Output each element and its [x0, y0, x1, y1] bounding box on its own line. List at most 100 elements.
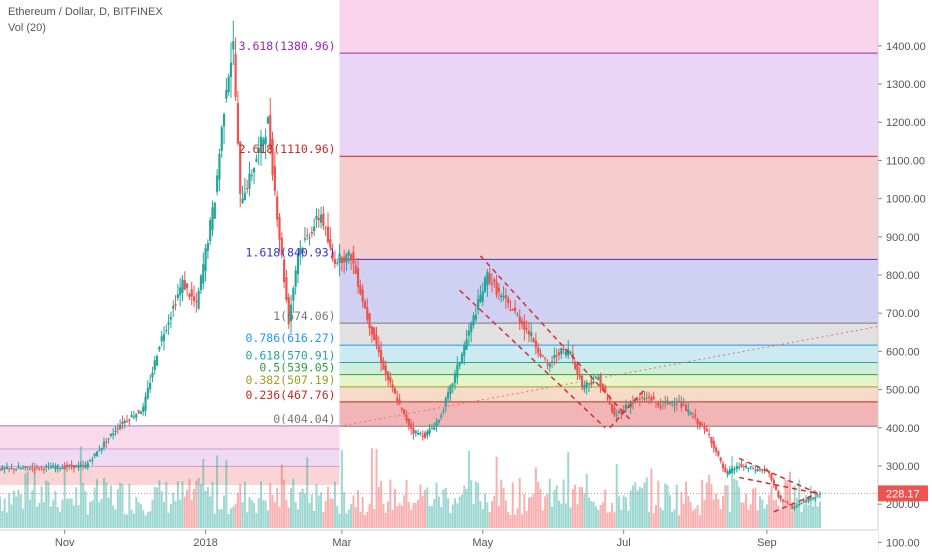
- price-axis-background: [878, 0, 932, 550]
- volume-bar: [624, 497, 627, 528]
- price-tick-label: 400.00: [886, 423, 920, 435]
- candle-body: [340, 257, 343, 264]
- candle-body: [130, 415, 133, 418]
- volume-bar: [721, 496, 724, 528]
- candle-body: [326, 226, 330, 242]
- fib-level-label: 0.382(507.19): [246, 373, 336, 387]
- volume-bar: [521, 514, 524, 528]
- candle-body: [788, 503, 792, 505]
- volume-bar: [493, 495, 496, 528]
- volume-bar: [576, 504, 579, 528]
- price-tick-label: 1000.00: [886, 194, 926, 206]
- price-tick-label: 800.00: [886, 270, 920, 282]
- candle-body: [811, 498, 815, 500]
- volume-bar: [347, 509, 350, 528]
- candle-body: [768, 471, 771, 474]
- volume-bar: [35, 506, 38, 528]
- candle-body: [749, 466, 752, 468]
- volume-bar: [49, 506, 52, 528]
- candle-body: [784, 501, 787, 503]
- volume-bar: [477, 482, 480, 528]
- candle-body: [470, 322, 473, 333]
- candle-body: [336, 262, 339, 264]
- candle-body: [483, 277, 487, 292]
- volume-bar: [768, 495, 771, 528]
- candle-body: [419, 433, 422, 435]
- volume-bar: [724, 485, 727, 528]
- candle-body: [710, 436, 713, 444]
- volume-bar: [75, 487, 78, 528]
- candle-body: [800, 502, 803, 505]
- volume-bar: [599, 504, 602, 528]
- candle-body: [400, 407, 404, 410]
- price-tick-label: 100.00: [886, 537, 920, 549]
- fib-band: [339, 259, 878, 324]
- candle-body: [361, 289, 364, 302]
- volume-bar: [137, 501, 140, 528]
- candle-body: [0, 468, 2, 471]
- volume-bar: [601, 502, 604, 528]
- volume-bar: [391, 509, 394, 528]
- volume-bar: [1, 511, 4, 528]
- volume-bar: [705, 482, 708, 528]
- candle-body: [128, 419, 131, 421]
- volume-bar: [412, 502, 415, 528]
- volume-bar: [539, 488, 542, 528]
- candle-body: [548, 363, 551, 367]
- volume-bar: [290, 488, 293, 528]
- candle-body: [650, 397, 653, 401]
- volume-bar: [56, 506, 59, 528]
- volume-bar: [495, 456, 498, 528]
- candle-body: [500, 295, 503, 298]
- candle-body: [386, 371, 390, 381]
- volume-bar: [504, 500, 507, 528]
- candle-body: [414, 430, 417, 433]
- candle-body: [28, 469, 32, 471]
- volume-bar: [3, 498, 6, 528]
- candle-body: [747, 467, 750, 469]
- candle-body: [72, 465, 76, 469]
- candle-body: [511, 309, 514, 311]
- volume-bar: [26, 471, 29, 528]
- volume-bar: [241, 502, 244, 528]
- volume-bar: [285, 499, 288, 528]
- candle-body: [155, 356, 159, 366]
- volume-bar: [435, 482, 438, 528]
- volume-bar: [142, 510, 145, 528]
- candle-body: [541, 355, 544, 357]
- volume-bar: [634, 482, 637, 528]
- candle-body: [583, 385, 586, 390]
- volume-bar: [199, 484, 202, 528]
- candle-body: [88, 460, 92, 462]
- candle-body: [534, 340, 537, 348]
- long-trendline: [339, 326, 878, 427]
- last-price-label: 228.17: [886, 488, 920, 500]
- volume-bar: [169, 503, 172, 528]
- volume-bar: [329, 498, 332, 528]
- candle-body: [781, 499, 785, 501]
- time-axis[interactable]: Nov 2018 Mar May Jul Sep: [0, 529, 878, 550]
- candle-body: [816, 495, 819, 497]
- volume-bar: [257, 498, 260, 528]
- time-tick-label: Nov: [55, 537, 75, 549]
- volume-bar: [534, 467, 537, 528]
- volume-bar: [726, 485, 729, 528]
- candle-body: [329, 239, 332, 248]
- trendline: [739, 476, 818, 495]
- candle-body: [5, 466, 9, 469]
- candle-body: [370, 326, 373, 335]
- volume-bar: [183, 496, 186, 528]
- volume-bar: [749, 504, 752, 528]
- volume-bar: [606, 512, 609, 528]
- candle-body: [65, 464, 69, 468]
- candle-body: [486, 271, 489, 286]
- candle-body: [306, 234, 309, 236]
- candle-body: [292, 287, 295, 301]
- volume-bar: [363, 515, 366, 528]
- candle-body: [181, 279, 184, 294]
- candle-body: [283, 259, 286, 283]
- volume-bar: [260, 481, 263, 528]
- fib-band: [339, 0, 878, 54]
